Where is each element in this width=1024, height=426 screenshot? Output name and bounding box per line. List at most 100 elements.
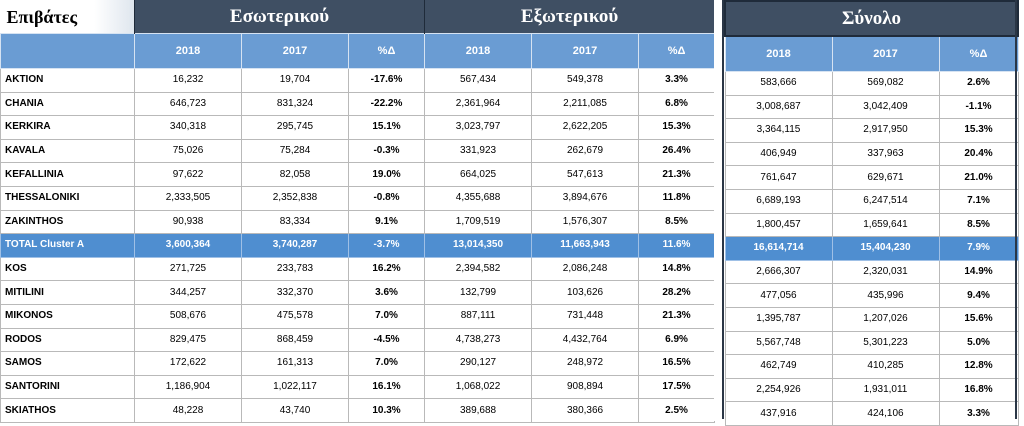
airport-name: SAMOS — [0, 351, 135, 376]
table-row: CHANIA 646,723 831,324 -22.2% 2,361,964 2,211… — [0, 91, 716, 117]
col-header-2018: 2018 — [424, 33, 533, 69]
domestic-2017: 868,459 — [241, 327, 349, 353]
total-2018: 16,614,714 — [724, 236, 833, 261]
international-2018: 389,688 — [424, 398, 533, 423]
domestic-2017: 43,740 — [241, 398, 349, 423]
total-2017: 629,671 — [831, 165, 940, 190]
total-pct: 8.5% — [938, 212, 1019, 238]
domestic-2018: 2,333,505 — [134, 185, 242, 211]
international-2017: 1,576,307 — [531, 209, 640, 235]
col-header-pct: %Δ — [938, 35, 1019, 72]
table-row: SAMOS 172,622 161,313 7.0% 290,127 248,972 16.… — [0, 351, 716, 376]
total-2017: 6,247,514 — [831, 188, 940, 214]
domestic-2017: 233,783 — [241, 256, 349, 282]
international-2017: 11,663,943 — [531, 233, 640, 258]
total-2018: 583,666 — [724, 71, 833, 96]
international-pct: 21.3% — [638, 162, 716, 187]
domestic-pct: -0.3% — [347, 138, 426, 164]
international-2017: 2,622,205 — [531, 115, 640, 140]
domestic-2018: 16,232 — [134, 68, 242, 93]
domestic-2017: 3,740,287 — [241, 233, 349, 258]
airport-name: SANTORINI — [0, 374, 135, 400]
table-row: KOS 271,725 233,783 16.2% 2,394,582 2,086,248… — [0, 256, 716, 282]
international-2017: 549,378 — [531, 68, 640, 93]
domestic-2017: 161,313 — [241, 351, 349, 376]
international-pct: 26.4% — [638, 138, 716, 164]
table-row: 1,395,787 1,207,026 15.6% — [724, 306, 1019, 332]
international-pct: 21.3% — [638, 303, 716, 329]
total-pct: 21.0% — [938, 165, 1019, 190]
col-header-2018: 2018 — [724, 35, 833, 72]
table-row: KAVALA 75,026 75,284 -0.3% 331,923 262,679 26.… — [0, 138, 716, 164]
total-2017: 337,963 — [831, 141, 940, 167]
table-row: THESSALONIKI 2,333,505 2,352,838 -0.8% 4,355… — [0, 185, 716, 211]
international-2018: 290,127 — [424, 351, 533, 376]
total-2017: 1,659,641 — [831, 212, 940, 238]
domestic-pct: 7.0% — [347, 351, 426, 376]
total-pct: 15.3% — [938, 118, 1019, 143]
international-2017: 262,679 — [531, 138, 640, 164]
airport-name: TOTAL Cluster A — [0, 233, 135, 258]
table-row: 2,666,307 2,320,031 14.9% — [724, 259, 1019, 285]
domestic-2018: 172,622 — [134, 351, 242, 376]
table-row-total: TOTAL Cluster A 3,600,364 3,740,287 -3.7% 13… — [0, 233, 716, 258]
table-row: RODOS 829,475 868,459 -4.5% 4,738,273 4,432,7… — [0, 327, 716, 353]
international-pct: 16.5% — [638, 351, 716, 376]
international-2018: 2,394,582 — [424, 256, 533, 282]
total-2018: 1,800,457 — [724, 212, 833, 238]
international-2017: 248,972 — [531, 351, 640, 376]
total-2018: 462,749 — [724, 354, 833, 379]
total-2018: 477,056 — [724, 283, 833, 308]
domestic-2017: 475,578 — [241, 303, 349, 329]
total-2017: 2,917,950 — [831, 118, 940, 143]
total-pct: 9.4% — [938, 283, 1019, 308]
group-header-total: Σύνολο — [723, 0, 1020, 37]
international-pct: 11.6% — [638, 233, 716, 258]
international-2017: 3,894,676 — [531, 185, 640, 211]
international-2017: 731,448 — [531, 303, 640, 329]
total-2018: 1,395,787 — [724, 306, 833, 332]
table-row: AKTION 16,232 19,704 -17.6% 567,434 549,378 3.… — [0, 68, 716, 93]
international-2018: 132,799 — [424, 280, 533, 305]
domestic-2018: 1,186,904 — [134, 374, 242, 400]
total-2017: 569,082 — [831, 71, 940, 96]
international-pct: 14.8% — [638, 256, 716, 282]
domestic-pct: 10.3% — [347, 398, 426, 423]
header-blank — [0, 33, 135, 69]
total-pct: 15.6% — [938, 306, 1019, 332]
international-2018: 331,923 — [424, 138, 533, 164]
domestic-2018: 271,725 — [134, 256, 242, 282]
total-pct: 14.9% — [938, 259, 1019, 285]
total-2018: 5,567,748 — [724, 330, 833, 356]
table-row: MIKONOS 508,676 475,578 7.0% 887,111 731,448 2… — [0, 303, 716, 329]
domestic-2018: 97,622 — [134, 162, 242, 187]
total-pct: 2.6% — [938, 71, 1019, 96]
domestic-2018: 344,257 — [134, 280, 242, 305]
col-header-2017: 2017 — [831, 35, 940, 72]
col-header-pct: %Δ — [347, 33, 426, 69]
col-header-pct: %Δ — [638, 33, 716, 69]
domestic-pct: -3.7% — [347, 233, 426, 258]
domestic-2018: 340,318 — [134, 115, 242, 140]
domestic-2017: 332,370 — [241, 280, 349, 305]
total-2017: 5,301,223 — [831, 330, 940, 356]
table-row: 583,666 569,082 2.6% — [724, 71, 1019, 96]
total-2018: 761,647 — [724, 165, 833, 190]
table-row: 2,254,926 1,931,011 16.8% — [724, 377, 1019, 403]
domestic-2017: 831,324 — [241, 91, 349, 117]
international-pct: 6.9% — [638, 327, 716, 353]
total-2017: 1,207,026 — [831, 306, 940, 332]
domestic-2017: 75,284 — [241, 138, 349, 164]
domestic-2017: 1,022,117 — [241, 374, 349, 400]
total-pct: 16.8% — [938, 377, 1019, 403]
total-2018: 2,254,926 — [724, 377, 833, 403]
airport-name: MIKONOS — [0, 303, 135, 329]
international-2018: 13,014,350 — [424, 233, 533, 258]
col-header-2017: 2017 — [241, 33, 349, 69]
table-row: 1,800,457 1,659,641 8.5% — [724, 212, 1019, 238]
international-pct: 2.5% — [638, 398, 716, 423]
table-row-total: 16,614,714 15,404,230 7.9% — [724, 236, 1019, 261]
domestic-pct: 7.0% — [347, 303, 426, 329]
total-pct: 3.3% — [938, 401, 1019, 426]
domestic-international-table: Επιβάτες Εσωτερικού Εξωτερικού 2018 2017… — [0, 0, 716, 423]
